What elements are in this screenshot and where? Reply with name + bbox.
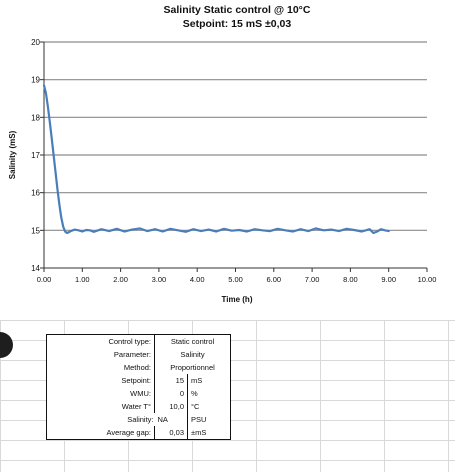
y-tick-label: 17	[31, 151, 40, 160]
x-tick-label: 9.00	[381, 275, 396, 284]
x-tick-labels: 0.00 1.00 2.00 3.00 4.00 5.00 6.00 7.00 8.00 9.00…	[37, 275, 437, 284]
y-tick-label: 14	[31, 264, 40, 273]
x-axis-label: Time (h)	[222, 295, 253, 304]
wmu-unit: %	[191, 389, 198, 398]
salinity-label: Salinity:	[47, 413, 155, 426]
salinity-chart: Salinity Static control @ 10°C Setpoint:…	[0, 0, 455, 320]
y-tick-label: 18	[31, 113, 40, 122]
table-row: WMU: 0 %	[46, 387, 231, 400]
chart-background	[0, 0, 455, 320]
table-row: Control type: Static control	[46, 334, 231, 348]
x-tick-label: 4.00	[190, 275, 205, 284]
y-tick-label: 19	[31, 76, 40, 85]
water-temp-value: 10,0	[154, 400, 188, 413]
average-gap-unit: ±mS	[191, 428, 207, 437]
table-row: Salinity: NA PSU	[47, 413, 231, 426]
x-tick-label: 1.00	[75, 275, 90, 284]
x-tick-label: 3.00	[152, 275, 167, 284]
table-row: Setpoint: 15 mS	[46, 374, 231, 387]
y-tick-label: 20	[31, 38, 40, 47]
x-tick-label: 8.00	[343, 275, 358, 284]
average-gap-value: 0,03	[154, 426, 188, 440]
water-temp-label: Water T°	[46, 400, 155, 413]
parameter-label: Parameter:	[46, 348, 155, 361]
black-circle-marker	[0, 332, 13, 358]
salinity-unit: PSU	[191, 415, 207, 424]
axes	[40, 41, 428, 272]
method-label: Method:	[46, 361, 155, 374]
y-tick-label: 15	[31, 226, 40, 235]
setpoint-unit: mS	[191, 376, 203, 385]
setpoint-label: Setpoint:	[46, 374, 155, 387]
wmu-value: 0	[154, 387, 188, 400]
y-tick-label: 16	[31, 189, 40, 198]
table-row: Method: Proportionnel	[46, 361, 231, 374]
method-value: Proportionnel	[170, 363, 215, 372]
y-tick-labels: 14 15 16 17 18 19 20	[31, 38, 40, 273]
x-tick-label: 2.00	[113, 275, 128, 284]
table-row: Average gap: 0,03 ±mS	[46, 426, 231, 440]
table-row: Parameter: Salinity	[46, 348, 231, 361]
x-tick-label: 10.00	[418, 275, 437, 284]
table-row: Water T° 10,0 °C	[46, 400, 231, 413]
chart-title: Salinity Static control @ 10°C	[164, 4, 311, 16]
x-tick-label: 7.00	[305, 275, 320, 284]
parameter-value: Salinity	[180, 350, 205, 359]
y-axis-label: Salinity (mS)	[8, 130, 17, 179]
control-parameters-table: Control type: Static control Parameter: …	[46, 334, 231, 440]
control-type-label: Control type:	[46, 334, 155, 348]
chart-subtitle: Setpoint: 15 mS ±0,03	[183, 18, 292, 30]
water-temp-unit: °C	[191, 402, 200, 411]
control-type-value: Static control	[170, 337, 215, 346]
average-gap-label: Average gap:	[46, 426, 155, 440]
salinity-label-text: Salinity:	[127, 415, 154, 424]
salinity-series-line	[42, 84, 390, 235]
x-tick-label: 6.00	[266, 275, 281, 284]
series-group	[42, 84, 390, 235]
salinity-na: NA	[154, 413, 188, 426]
x-tick-label: 0.00	[37, 275, 52, 284]
wmu-label: WMU:	[46, 387, 155, 400]
setpoint-value: 15	[154, 374, 188, 387]
x-tick-label: 5.00	[228, 275, 243, 284]
